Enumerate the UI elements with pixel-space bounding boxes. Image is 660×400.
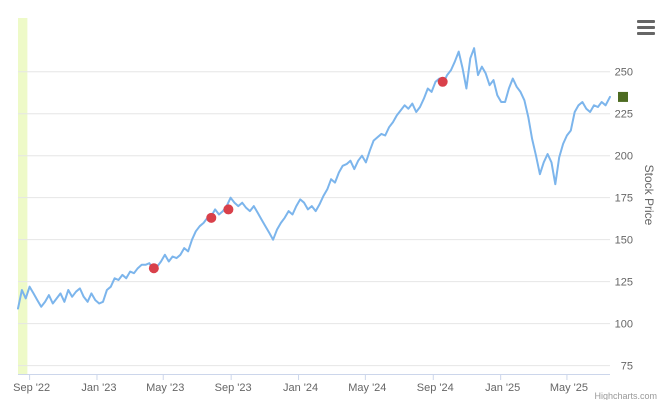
y-tick-label: 150 [615, 235, 633, 247]
highlight-band [18, 18, 28, 374]
event-marker[interactable] [223, 204, 234, 215]
last-price-marker [618, 91, 628, 102]
y-tick-label: 125 [615, 277, 633, 289]
x-tick-label: May '23 [146, 382, 184, 394]
x-tick-label: Sep '22 [13, 382, 50, 394]
y-tick-label: 200 [615, 151, 633, 163]
x-tick-label: Jan '25 [485, 382, 520, 394]
y-axis-title: Stock Price [642, 165, 656, 226]
event-marker[interactable] [148, 263, 159, 274]
y-tick-label: 75 [621, 361, 633, 373]
event-marker[interactable] [206, 212, 217, 223]
x-tick-label: Sep '23 [215, 382, 252, 394]
menu-bar [637, 32, 655, 35]
menu-bar [637, 26, 655, 29]
x-tick-label: Sep '24 [417, 382, 454, 394]
event-marker[interactable] [437, 76, 448, 87]
price-series-line [17, 47, 611, 310]
chart-credit[interactable]: Highcharts.com [594, 391, 657, 400]
y-tick-label: 175 [615, 193, 633, 205]
x-tick-label: Jan '24 [283, 382, 318, 394]
hamburger-menu-icon[interactable] [636, 20, 656, 38]
y-tick-label: 225 [615, 109, 633, 121]
x-tick-label: Jan '23 [81, 382, 116, 394]
y-tick-label: 100 [615, 319, 633, 331]
x-tick-label: May '24 [348, 382, 386, 394]
menu-bar [637, 20, 655, 23]
x-tick-label: May '25 [550, 382, 588, 394]
y-tick-label: 250 [615, 67, 633, 79]
